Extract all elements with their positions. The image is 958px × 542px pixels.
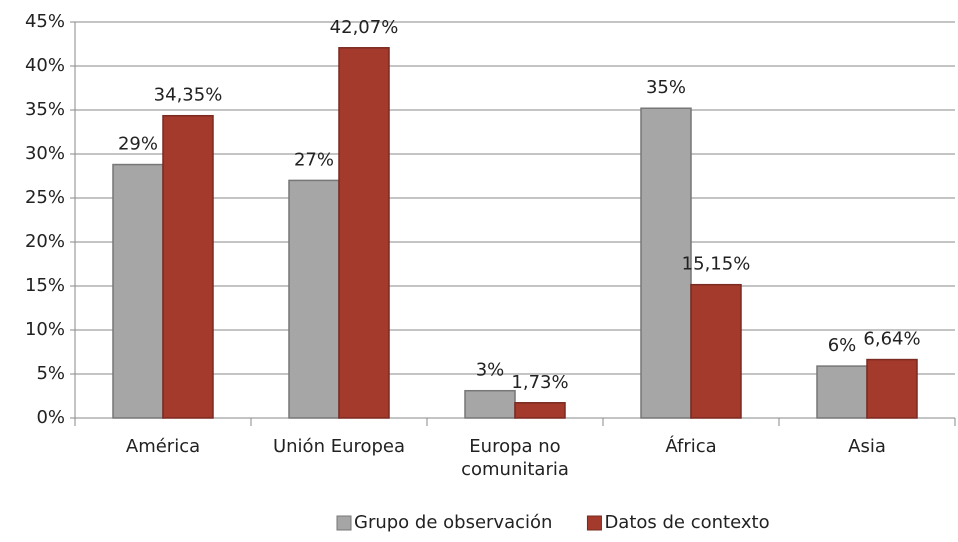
legend-label: Datos de contexto: [604, 512, 769, 533]
x-tick-label: Unión Europea: [272, 436, 406, 457]
bar: [112, 163, 164, 419]
bar: [338, 47, 390, 419]
y-tick-label: 45%: [25, 11, 65, 32]
bar: [162, 114, 214, 419]
bar: [640, 107, 692, 419]
bar: [464, 389, 516, 419]
data-label: 6,64%: [863, 329, 920, 350]
bar: [514, 402, 566, 419]
data-label: 27%: [294, 149, 334, 170]
legend-label: Grupo de observación: [354, 512, 552, 533]
y-tick-label: 25%: [25, 187, 65, 208]
data-label: 1,73%: [511, 372, 568, 393]
legend-swatch: [586, 515, 602, 531]
bar: [816, 365, 868, 419]
y-tick-label: 0%: [36, 407, 65, 428]
data-label: 6%: [828, 335, 857, 356]
y-tick-label: 35%: [25, 99, 65, 120]
x-tick-label: América: [125, 436, 201, 457]
bar: [690, 283, 742, 419]
x-tick-label: Europa no comunitaria: [461, 436, 569, 480]
data-label: 15,15%: [682, 254, 751, 275]
bar: [288, 179, 340, 419]
x-tick-label: Asia: [848, 436, 886, 457]
data-label: 35%: [646, 77, 686, 98]
y-tick-label: 10%: [25, 319, 65, 340]
y-tick-label: 20%: [25, 231, 65, 252]
data-label: 29%: [118, 134, 158, 155]
bar: [866, 358, 918, 419]
y-tick-label: 30%: [25, 143, 65, 164]
x-tick-label: África: [665, 436, 717, 457]
y-tick-label: 15%: [25, 275, 65, 296]
data-label: 42,07%: [330, 17, 399, 38]
legend-swatch: [336, 515, 352, 531]
data-label: 3%: [476, 360, 505, 381]
data-label: 34,35%: [154, 85, 223, 106]
y-tick-label: 40%: [25, 55, 65, 76]
y-tick-label: 5%: [36, 363, 65, 384]
